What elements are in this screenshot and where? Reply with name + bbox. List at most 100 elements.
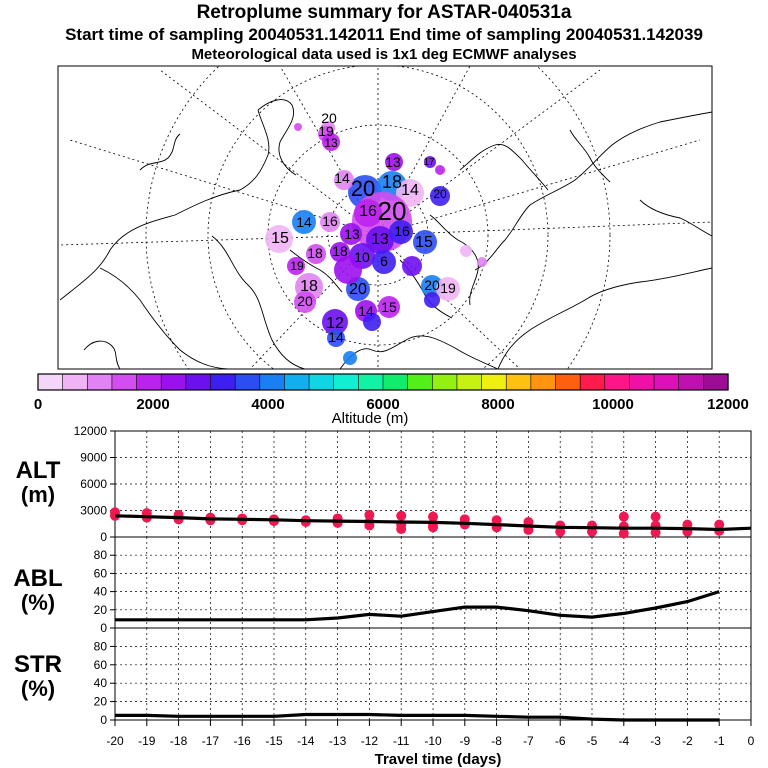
plume-cluster-label: 16 xyxy=(394,223,410,239)
x-tick-label: -19 xyxy=(138,734,156,748)
str-series-line xyxy=(115,712,720,722)
plume-cluster-label: 15 xyxy=(381,299,397,315)
str-panel-label: STR xyxy=(14,651,62,678)
plume-cluster-label: 13 xyxy=(344,226,360,242)
met-data-note: Meteorological data used is 1x1 deg ECMW… xyxy=(191,46,577,63)
y-tick-label: 20 xyxy=(94,695,108,709)
x-tick-label: -13 xyxy=(329,734,347,748)
plume-cluster-marker xyxy=(334,256,362,284)
colorbar-tick-label: 4000 xyxy=(251,396,284,413)
x-tick-label: -6 xyxy=(555,734,566,748)
plume-cluster-marker xyxy=(306,244,326,264)
x-tick-label: 0 xyxy=(748,734,755,748)
plume-cluster-label: 14 xyxy=(401,182,419,199)
plume-cluster-label: 20 xyxy=(378,196,407,226)
alt-cluster-point xyxy=(364,509,375,520)
plume-cluster-marker xyxy=(385,153,403,171)
colorbar-swatch xyxy=(358,373,384,391)
plume-cluster-label: 14 xyxy=(334,170,350,186)
colorbar-tick-label: 6000 xyxy=(366,396,399,413)
str-panel-unit: (%) xyxy=(21,676,55,701)
x-tick-label: -20 xyxy=(106,734,124,748)
abl-panel-label: ABL xyxy=(13,565,62,592)
plume-cluster-marker xyxy=(424,156,436,168)
plume-cluster-label: 18 xyxy=(300,278,318,295)
colorbar-swatch xyxy=(86,373,113,391)
colorbar-swatch xyxy=(160,373,187,391)
colorbar-swatch xyxy=(259,373,286,391)
colorbar-swatch xyxy=(234,373,261,391)
y-tick-label: 3000 xyxy=(80,504,107,518)
alt-series-line xyxy=(114,514,752,532)
x-tick-label: -8 xyxy=(491,734,502,748)
abl-series-line xyxy=(115,590,720,622)
plume-cluster-marker xyxy=(366,226,394,254)
colorbar-tick-label: 10000 xyxy=(592,396,634,413)
alt-cluster-point xyxy=(618,511,629,522)
x-tick-labels: -20 -19 -18 -17 -16 -15 -14 -13 -12 -11 -10 -9 -8 -7-… xyxy=(106,734,754,748)
y-tick-label: 40 xyxy=(94,676,108,690)
colorbar-swatch xyxy=(382,373,409,391)
x-tick-label: -11 xyxy=(393,734,410,748)
alt-cluster-point xyxy=(428,511,438,522)
colorbar-swatch xyxy=(431,373,458,391)
alt-cluster-point xyxy=(332,517,343,528)
chart-title: Retroplume summary for ASTAR-040531a xyxy=(196,2,572,23)
y-tick-label: 12000 xyxy=(74,424,108,438)
colorbar-swatch xyxy=(111,373,138,391)
plume-cluster-marker xyxy=(340,223,362,245)
plume-cluster-label: 20 xyxy=(321,110,337,126)
colorbar-swatch xyxy=(703,373,729,391)
plume-cluster-label: 14 xyxy=(328,329,344,345)
y-tick-label: 80 xyxy=(94,548,108,562)
plume-cluster-label: 14 xyxy=(296,214,312,230)
x-tick-label: -9 xyxy=(459,734,470,748)
abl-panel-unit: (%) xyxy=(21,590,55,615)
colorbar-title: Altitude (m) xyxy=(332,410,409,427)
colorbar-tick-label: 8000 xyxy=(481,396,514,413)
plume-cluster-marker xyxy=(424,292,440,308)
map-coastlines xyxy=(59,99,712,369)
plume-cluster-label: 6 xyxy=(380,253,388,269)
alt-cluster-point xyxy=(650,527,661,538)
x-tick-label: -17 xyxy=(202,734,220,748)
plume-cluster-marker xyxy=(460,245,472,257)
colorbar-tick-label: 2000 xyxy=(136,396,169,413)
time-series-panels: ALT (m) ABL (%) STR (%) 1200090006000300… xyxy=(13,424,754,768)
plume-cluster-marker xyxy=(265,225,293,253)
colorbar-swatch xyxy=(604,373,631,391)
colorbar-swatch xyxy=(653,373,680,391)
plume-cluster-marker xyxy=(372,250,396,274)
alt-panel-label: ALT xyxy=(16,457,61,484)
alt-cluster-point xyxy=(618,528,629,539)
colorbar-swatch xyxy=(481,373,507,391)
plume-cluster-label: 18 xyxy=(332,243,348,259)
x-tick-label: -2 xyxy=(682,734,693,748)
colorbar-tick-label: 0 xyxy=(34,396,42,413)
plume-cluster-marker xyxy=(354,199,382,227)
alt-cluster-point xyxy=(396,524,407,535)
plume-cluster-label: 20 xyxy=(297,293,313,309)
colorbar-swatch xyxy=(530,373,557,391)
plume-cluster-marker xyxy=(413,230,437,254)
x-axis-label: Travel time (days) xyxy=(375,751,502,768)
x-tick-label: -18 xyxy=(170,734,188,748)
colorbar-swatch xyxy=(62,373,88,391)
plume-cluster-label: 17 xyxy=(423,157,435,168)
plume-cluster-label: 13 xyxy=(385,154,401,170)
plume-cluster-label: 13 xyxy=(324,136,338,150)
plume-cluster-label: 16 xyxy=(359,203,377,220)
colorbar-swatch xyxy=(555,373,581,391)
colorbar-swatch xyxy=(333,373,359,391)
plume-cluster-label: 18 xyxy=(307,245,323,261)
plume-cluster-marker xyxy=(322,309,348,335)
plume-cluster-marker xyxy=(363,313,381,331)
plume-cluster-label: 12 xyxy=(326,315,344,332)
plume-cluster-label: 15 xyxy=(271,230,289,247)
colorbar-swatch xyxy=(185,373,212,391)
panel-gridlines xyxy=(110,430,752,726)
plume-cluster-marker xyxy=(294,291,316,313)
plume-cluster-marker xyxy=(389,220,413,244)
plume-cluster-marker xyxy=(334,170,354,190)
